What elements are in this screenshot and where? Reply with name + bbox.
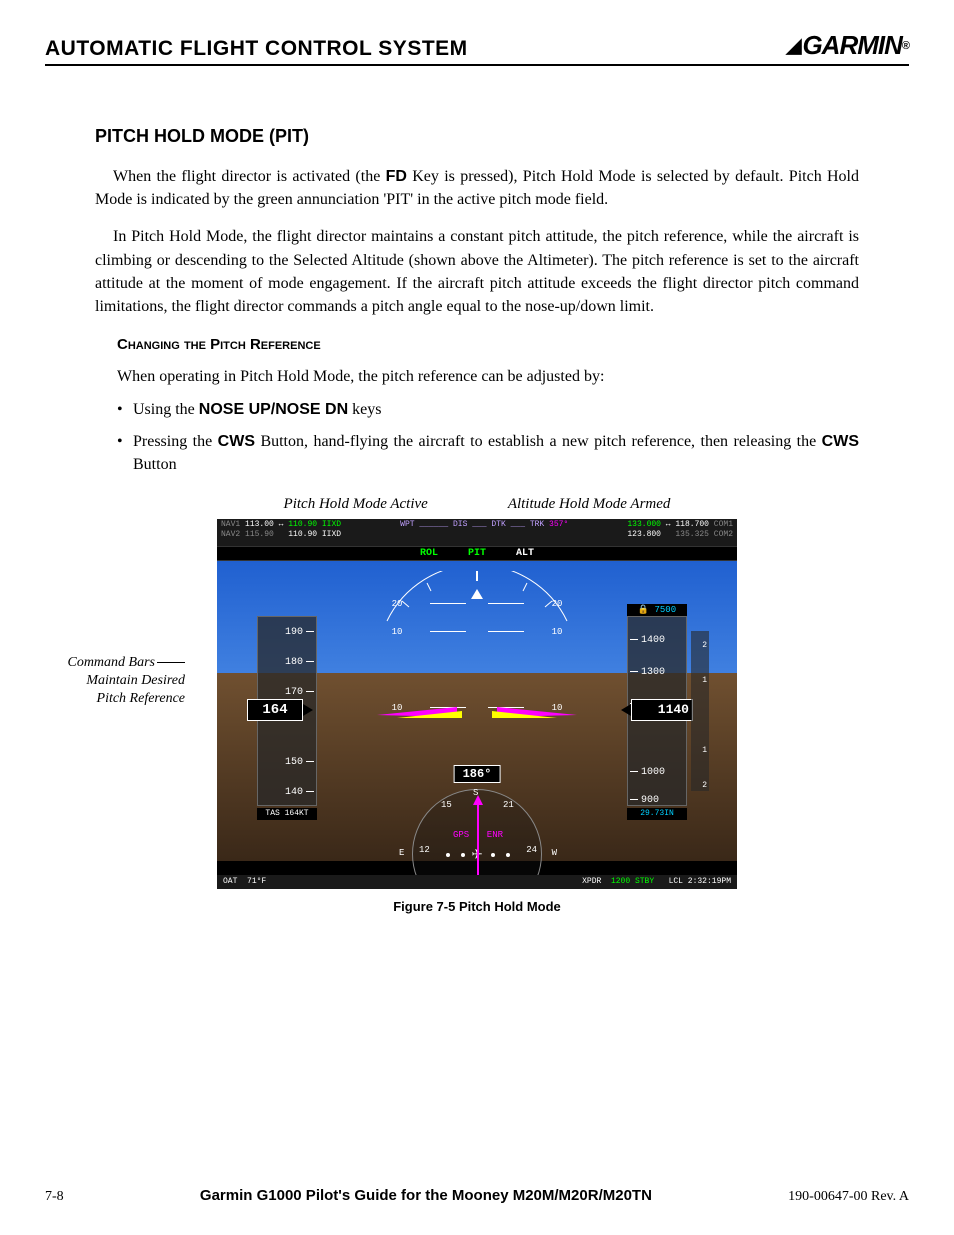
footer-title: Garmin G1000 Pilot's Guide for the Moone… (200, 1187, 652, 1204)
mode-pit: PIT (468, 548, 486, 559)
figure-caption: Figure 7-5 Pitch Hold Mode (95, 899, 859, 914)
pfd-display: NAV1 113.00 ↔ 110.90 IIXD NAV2 115.90 11… (217, 519, 737, 889)
callout-pit-active: Pitch Hold Mode Active (284, 496, 428, 513)
fd-key-label: FD (386, 168, 407, 185)
bullet-item-1: Using the NOSE UP/NOSE DN keys (117, 398, 859, 421)
header-title: AUTOMATIC FLIGHT CONTROL SYSTEM (45, 37, 468, 61)
footer-revision: 190-00647-00 Rev. A (788, 1189, 909, 1205)
pfd-bottom-bar: OAT 71°F XPDR 1200 STBY LCL 2:32:19PM (217, 875, 737, 889)
wpt-block: WPT ______ DIS ___ DTK ___ TRK 357° (345, 519, 623, 546)
aircraft-symbol-icon (387, 711, 567, 725)
callout-alt-armed: Altitude Hold Mode Armed (508, 496, 671, 513)
airspeed-pointer-icon (303, 704, 313, 716)
left-callout: Command Bars Maintain Desired Pitch Refe… (45, 654, 185, 709)
pfd-top-bar: NAV1 113.00 ↔ 110.90 IIXD NAV2 115.90 11… (217, 519, 737, 547)
oat-readout: OAT 71°F (223, 877, 266, 886)
top-callouts: Pitch Hold Mode Active Altitude Hold Mod… (95, 496, 859, 513)
selected-altitude: 🔒 7500 (627, 604, 687, 616)
nav-block: NAV1 113.00 ↔ 110.90 IIXD NAV2 115.90 11… (217, 519, 345, 546)
page-header: AUTOMATIC FLIGHT CONTROL SYSTEM ◢GARMIN® (45, 30, 909, 66)
content-area: PITCH HOLD MODE (PIT) When the flight di… (45, 126, 909, 914)
com-block: 133.000 ↔ 118.700 COM1 123.800 135.325 C… (623, 519, 737, 546)
hsi: ✈ S 21 15 12 24 E W N 33 3 GPS E (402, 779, 552, 889)
bullet-item-2: Pressing the CWS Button, hand-flying the… (117, 430, 859, 476)
bullet-list: Using the NOSE UP/NOSE DN keys Pressing … (117, 398, 859, 476)
page-footer: 7-8 Garmin G1000 Pilot's Guide for the M… (45, 1187, 909, 1205)
mode-annunciator-bar: ROL PIT ALT (217, 547, 737, 561)
tas-readout: TAS 164KT (257, 808, 317, 820)
subsection-intro: When operating in Pitch Hold Mode, the p… (117, 365, 859, 388)
pfd-wrapper: Command Bars Maintain Desired Pitch Refe… (95, 519, 859, 889)
mode-alt: ALT (516, 548, 534, 559)
mode-rol: ROL (420, 548, 438, 559)
hsi-compass: ✈ S 21 15 12 24 E W N 33 3 GPS E (412, 789, 542, 889)
xpdr-readout: XPDR 1200 STBY LCL 2:32:19PM (582, 877, 731, 886)
figure-block: Pitch Hold Mode Active Altitude Hold Mod… (95, 496, 859, 914)
vsi-tape: 2 1 1 2 (691, 631, 709, 791)
subsection-title: Changing the Pitch Reference (117, 336, 859, 353)
paragraph-1: When the flight director is activated (t… (95, 165, 859, 211)
page-number: 7-8 (45, 1189, 64, 1205)
airspeed-readout: 164 (247, 699, 303, 721)
section-title: PITCH HOLD MODE (PIT) (95, 126, 859, 147)
altitude-pointer-icon (621, 704, 631, 716)
garmin-delta-icon: ◢ (786, 33, 800, 58)
altitude-readout: 1140 (631, 699, 693, 721)
paragraph-2: In Pitch Hold Mode, the flight director … (95, 225, 859, 318)
baro-readout: 29.73IN (627, 808, 687, 820)
attitude-indicator: 2020 1010 1010 190 (217, 561, 737, 861)
garmin-logo: ◢GARMIN® (786, 30, 909, 61)
pitch-ladder: 2020 1010 1010 (387, 591, 567, 721)
